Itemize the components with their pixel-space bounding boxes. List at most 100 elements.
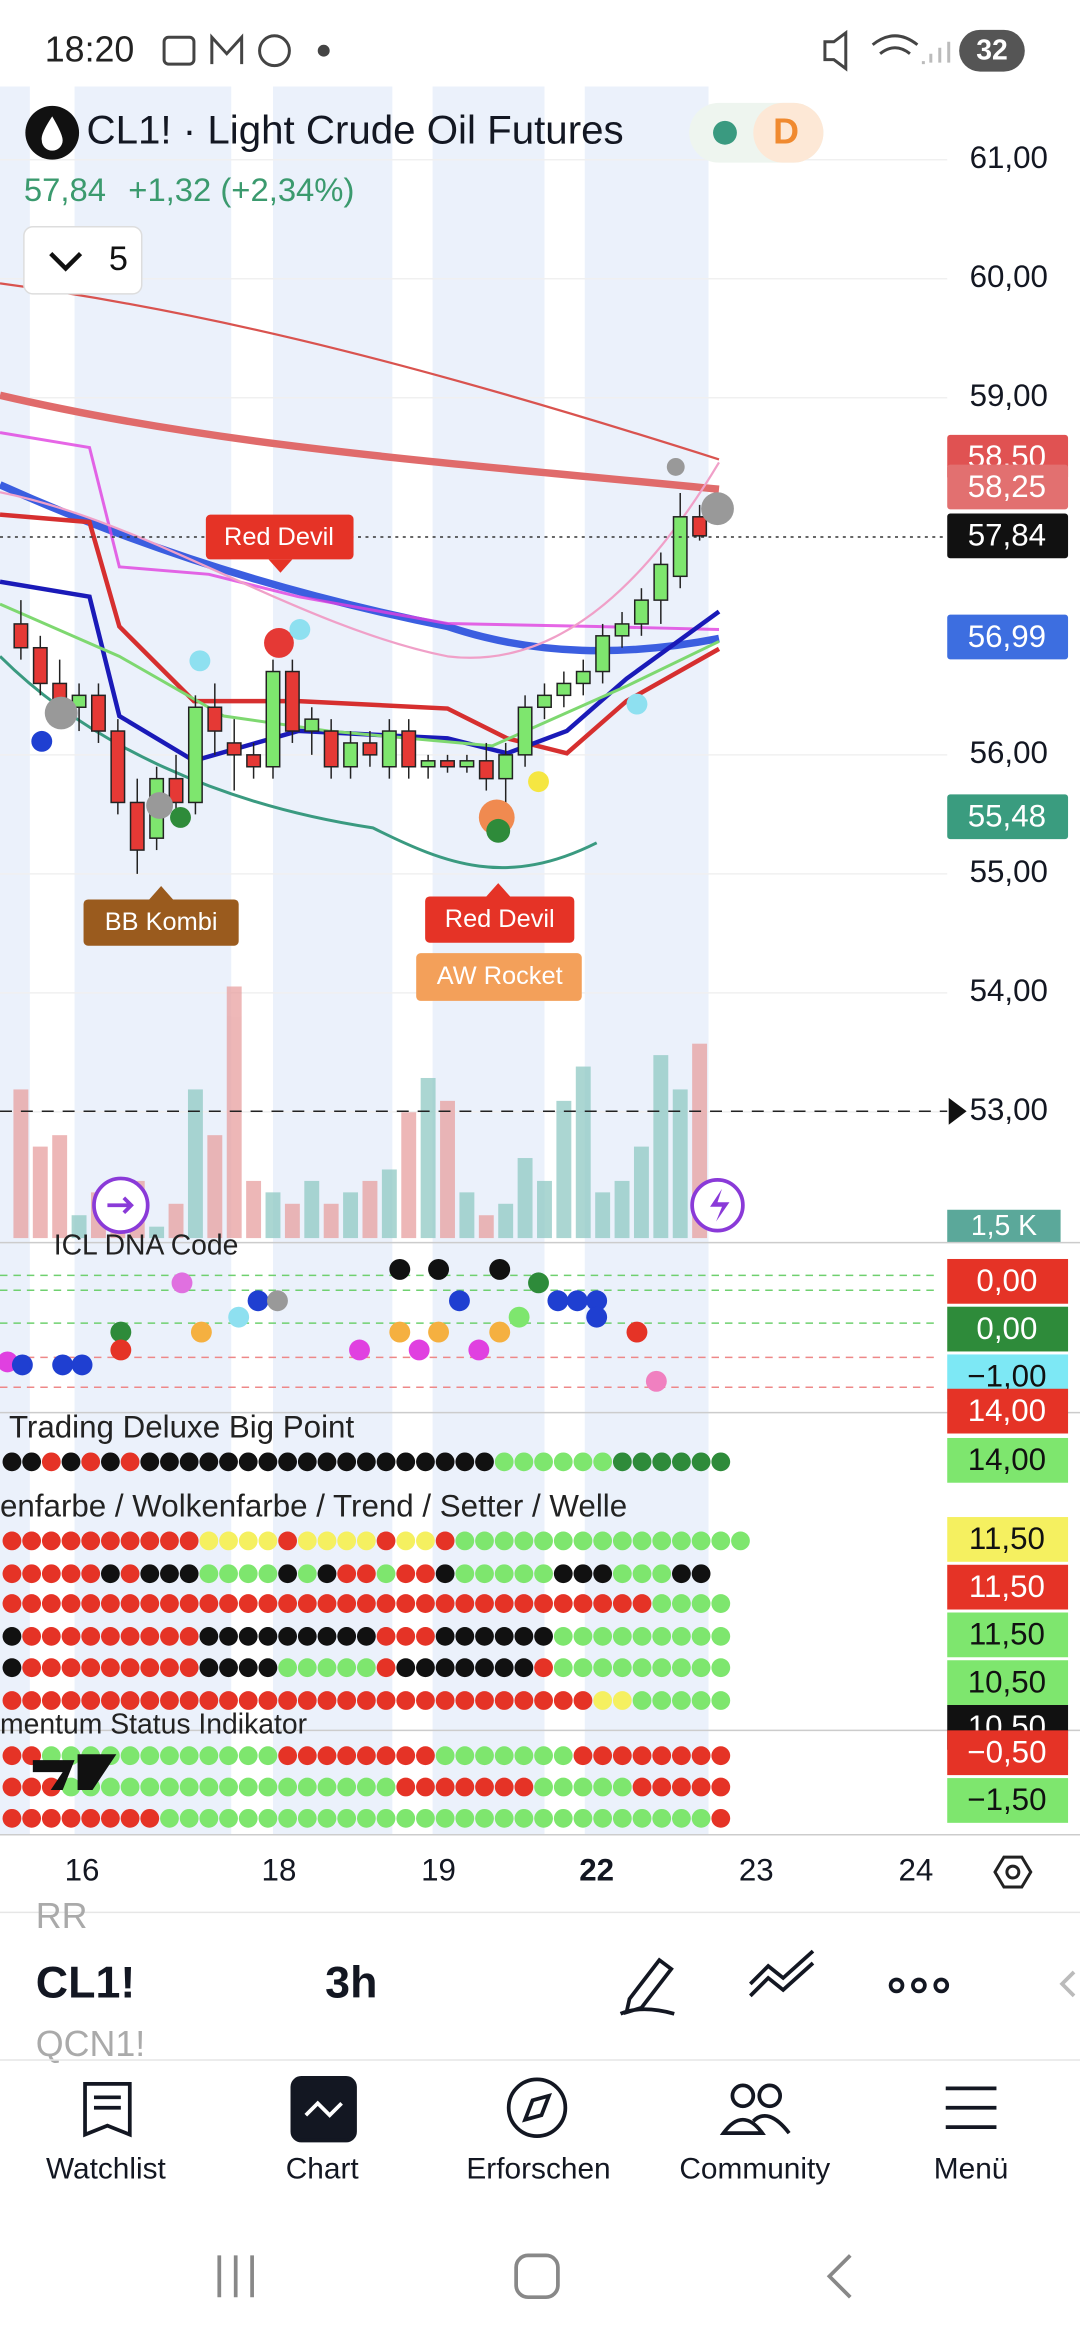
volume-bar (187, 1089, 203, 1239)
indicator-dot (179, 1808, 199, 1828)
indicator-dot (652, 1777, 672, 1797)
x-tick-label: 19 (421, 1852, 456, 1887)
indicator-dot (297, 1808, 317, 1828)
nav-item[interactable]: Menü (934, 2152, 1009, 2185)
indicator-dot (593, 1594, 613, 1613)
indicator-dot (41, 1658, 61, 1678)
symbol[interactable]: CL1! (36, 1957, 135, 2007)
x-tick-label: 18 (262, 1852, 297, 1887)
indicator-dot (593, 1777, 613, 1797)
indicator-dot (593, 1564, 613, 1584)
indicator-dot (317, 1626, 337, 1646)
volume-bar (401, 1112, 417, 1239)
indicator-dot (179, 1452, 199, 1472)
volume-bar (381, 1169, 397, 1239)
indicator-dot (416, 1452, 435, 1472)
indicator-dot (672, 1626, 691, 1646)
candle-body (284, 670, 300, 732)
indicator-dot (120, 1594, 140, 1613)
indicator-dot (652, 1452, 672, 1472)
indicator-dot (11, 1354, 33, 1376)
indicator-dot (22, 1626, 42, 1646)
indicator-dot (494, 1658, 514, 1678)
settings-icon[interactable] (993, 1855, 1033, 1889)
indicator-dot (297, 1452, 317, 1472)
indicator-dot (612, 1808, 632, 1828)
indicator-dot (61, 1531, 81, 1551)
indicator-dot (199, 1691, 219, 1710)
volume-bar (265, 1192, 281, 1239)
indicator-dot (22, 1594, 42, 1613)
indicator-dot (632, 1746, 652, 1766)
indicator-dot (356, 1746, 376, 1766)
indicator-dot (317, 1777, 337, 1797)
indicator-dot (514, 1777, 534, 1797)
indicator-dot (41, 1564, 61, 1584)
y-tick-label: 60,00 (970, 259, 1048, 294)
indicator-value: 14,00 (968, 1442, 1046, 1477)
indicator-dot (553, 1808, 573, 1828)
indicator-dot (238, 1691, 258, 1710)
indicator-dot (297, 1777, 317, 1797)
indicator-dot (22, 1777, 42, 1797)
indicator-dot (258, 1564, 278, 1584)
indicator-dot (547, 1290, 569, 1312)
indicator-dot (297, 1626, 317, 1646)
candle-body (226, 742, 242, 756)
indicator-dot (514, 1691, 534, 1710)
annotations: Red Devil BB Kombi Red Devil AW Rocket (83, 514, 582, 1001)
candle-body (381, 730, 397, 768)
indicator-dot (100, 1808, 120, 1828)
indicator-dot (573, 1452, 593, 1472)
indicator-dot (711, 1531, 731, 1551)
indicator-dot (553, 1594, 573, 1613)
indicator-dot (514, 1452, 534, 1472)
nav-item[interactable]: Chart (286, 2152, 360, 2185)
indicator-dot (711, 1452, 731, 1472)
indicator-dot (475, 1594, 494, 1613)
interval[interactable]: 3h (325, 1957, 377, 2007)
indicator-value: 14,00 (968, 1393, 1046, 1428)
indicator-dot (160, 1777, 179, 1797)
indicator-dot (573, 1658, 593, 1678)
indicator-dot (632, 1564, 652, 1584)
volume-bar (633, 1146, 649, 1239)
indicator-dot (534, 1594, 553, 1613)
nav-item[interactable]: Watchlist (46, 2152, 167, 2185)
indicator-dot (416, 1658, 435, 1678)
symbol-title[interactable]: CL1! · Light Crude Oil Futures (87, 107, 624, 152)
indicator-dot (258, 1594, 278, 1613)
indicator-dot (199, 1746, 219, 1766)
toolbar-icons[interactable] (619, 1949, 1076, 2016)
indicator-dot (652, 1808, 672, 1828)
indicator-dot (455, 1594, 475, 1613)
indicator-dot (317, 1594, 337, 1613)
indicator-dot (120, 1626, 140, 1646)
indicator-dot (140, 1594, 160, 1613)
indicator-dot (317, 1746, 337, 1766)
indicator-dot (160, 1626, 179, 1646)
candle-body (246, 754, 262, 768)
oil-drop (41, 116, 63, 151)
indicator-dot (140, 1658, 160, 1678)
nav-item[interactable]: Community (679, 2152, 830, 2185)
indicator-dot (672, 1531, 691, 1551)
volume-tag (947, 1209, 1061, 1243)
indicator-dot (494, 1564, 514, 1584)
candle-body (91, 694, 106, 732)
indicator-toggle[interactable] (23, 225, 143, 295)
y-tick-label: 59,00 (970, 378, 1048, 413)
indicator-dot (711, 1658, 731, 1678)
indicator-dot (258, 1746, 278, 1766)
nav-item[interactable]: Erforschen (466, 2152, 610, 2185)
indicator-dot (416, 1691, 435, 1710)
indicator-dot (494, 1594, 514, 1613)
indicator-dot (376, 1746, 396, 1766)
indicator-dot (435, 1808, 455, 1828)
indicator-dot (711, 1626, 731, 1646)
indicator-dot (475, 1564, 494, 1584)
indicator-dot (140, 1452, 160, 1472)
volume-bar (207, 1135, 223, 1239)
indicator-dot (160, 1658, 179, 1678)
